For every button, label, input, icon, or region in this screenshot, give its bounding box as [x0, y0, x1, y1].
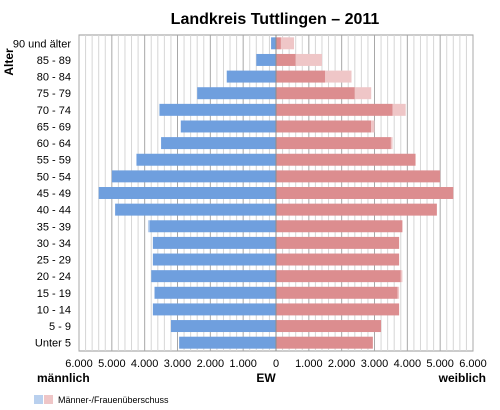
age-group-label: 85 - 89: [37, 55, 71, 67]
male-bar: [180, 120, 276, 133]
female-surplus-bar: [295, 53, 322, 66]
age-group-label: 5 - 9: [49, 321, 71, 333]
female-surplus-bar: [371, 120, 375, 133]
male-bar: [115, 203, 276, 216]
x-tick-label: 2.000: [328, 358, 356, 370]
male-bar: [154, 286, 276, 299]
female-surplus-bar: [354, 87, 372, 100]
male-bar: [161, 137, 276, 150]
female-bar: [276, 153, 416, 166]
male-bar: [179, 336, 276, 349]
x-tick-label: 3.000: [361, 358, 389, 370]
age-group-label: 10 - 14: [37, 304, 71, 316]
x-tick-label: 4.000: [394, 358, 422, 370]
female-bar: [276, 37, 281, 50]
female-bar: [276, 336, 373, 349]
female-bar: [276, 137, 391, 150]
female-bar: [276, 320, 382, 333]
male-bar: [271, 37, 276, 50]
bars: [98, 35, 454, 351]
legend-swatch-male: [34, 395, 43, 404]
age-group-label: 60 - 64: [37, 138, 71, 150]
female-bar: [276, 286, 398, 299]
age-group-label: 20 - 24: [37, 271, 71, 283]
x-tick-label: 3.000: [164, 358, 192, 370]
age-group-label: 80 - 84: [37, 72, 71, 84]
age-group-label: 90 und älter: [13, 38, 71, 50]
male-bar: [170, 320, 276, 333]
age-group-label: 75 - 79: [37, 88, 71, 100]
male-bar: [197, 87, 276, 100]
male-bar: [159, 103, 276, 116]
age-group-label: 45 - 49: [37, 188, 71, 200]
female-surplus-bar: [392, 103, 406, 116]
female-bar: [276, 120, 372, 133]
age-group-label: 40 - 44: [37, 205, 71, 217]
female-bar: [276, 303, 400, 316]
female-surplus-bar: [325, 70, 352, 83]
male-bar: [151, 270, 276, 283]
age-group-label: 35 - 39: [37, 221, 71, 233]
x-axis-label-center: EW: [256, 371, 276, 385]
x-axis-label-female: weiblich: [438, 371, 486, 385]
x-axis-label-male: männlich: [37, 371, 90, 385]
male-bar: [152, 236, 276, 249]
age-group-label: 70 - 74: [37, 105, 71, 117]
female-bar: [276, 187, 454, 199]
x-tick-label: 2.000: [197, 358, 225, 370]
female-bar: [276, 220, 403, 233]
male-bar: [111, 170, 276, 183]
female-surplus-bar: [280, 37, 295, 50]
age-group-labels: 90 und älter 85 - 89 80 - 84 75 - 79 70 - 74…: [13, 38, 71, 349]
male-bar: [152, 303, 276, 316]
female-bar: [276, 53, 296, 66]
chart-title: Landkreis Tuttlingen – 2011: [171, 11, 380, 28]
legend-swatch-female: [44, 395, 53, 404]
female-bar: [276, 236, 400, 249]
x-tick-label: 6.000: [65, 358, 93, 370]
female-surplus-bar: [390, 137, 393, 150]
age-group-label: 55 - 59: [37, 155, 71, 167]
age-group-label: 25 - 29: [37, 255, 71, 267]
male-surplus-bar: [147, 220, 150, 233]
male-bar: [98, 187, 276, 199]
x-tick-label: 6.000: [459, 358, 487, 370]
male-bar: [149, 220, 276, 233]
female-bar: [276, 270, 401, 283]
female-surplus-bar: [400, 270, 403, 283]
x-tick-label: 5.000: [426, 358, 454, 370]
y-axis-label: Alter: [2, 48, 16, 76]
x-tick-label: 5.000: [98, 358, 126, 370]
age-group-label: 65 - 69: [37, 121, 71, 133]
x-tick-label: 4.000: [131, 358, 159, 370]
female-bar: [276, 203, 437, 216]
male-bar: [226, 70, 276, 83]
x-tick-label: 1.000: [229, 358, 257, 370]
male-bar: [256, 53, 276, 66]
female-bar: [276, 103, 393, 116]
female-bar: [276, 253, 400, 266]
male-bar: [136, 153, 276, 166]
legend: Männer-/Frauenüberschuss: [34, 395, 169, 405]
age-group-label: Unter 5: [35, 338, 71, 350]
female-bar: [276, 70, 326, 83]
x-tick-labels: 6.000 5.000 4.000 3.000 2.000 1.000 0 1.000 2.00…: [65, 358, 487, 370]
age-group-label: 50 - 54: [37, 171, 71, 183]
x-tick-label: 1.000: [295, 358, 323, 370]
female-surplus-bar: [397, 286, 400, 299]
age-group-label: 15 - 19: [37, 288, 71, 300]
x-tick-label: 0: [273, 358, 279, 370]
female-bar: [276, 87, 355, 100]
female-bar: [276, 170, 441, 183]
legend-label: Männer-/Frauenüberschuss: [58, 395, 169, 405]
age-group-label: 30 - 34: [37, 238, 71, 250]
male-bar: [152, 253, 276, 266]
